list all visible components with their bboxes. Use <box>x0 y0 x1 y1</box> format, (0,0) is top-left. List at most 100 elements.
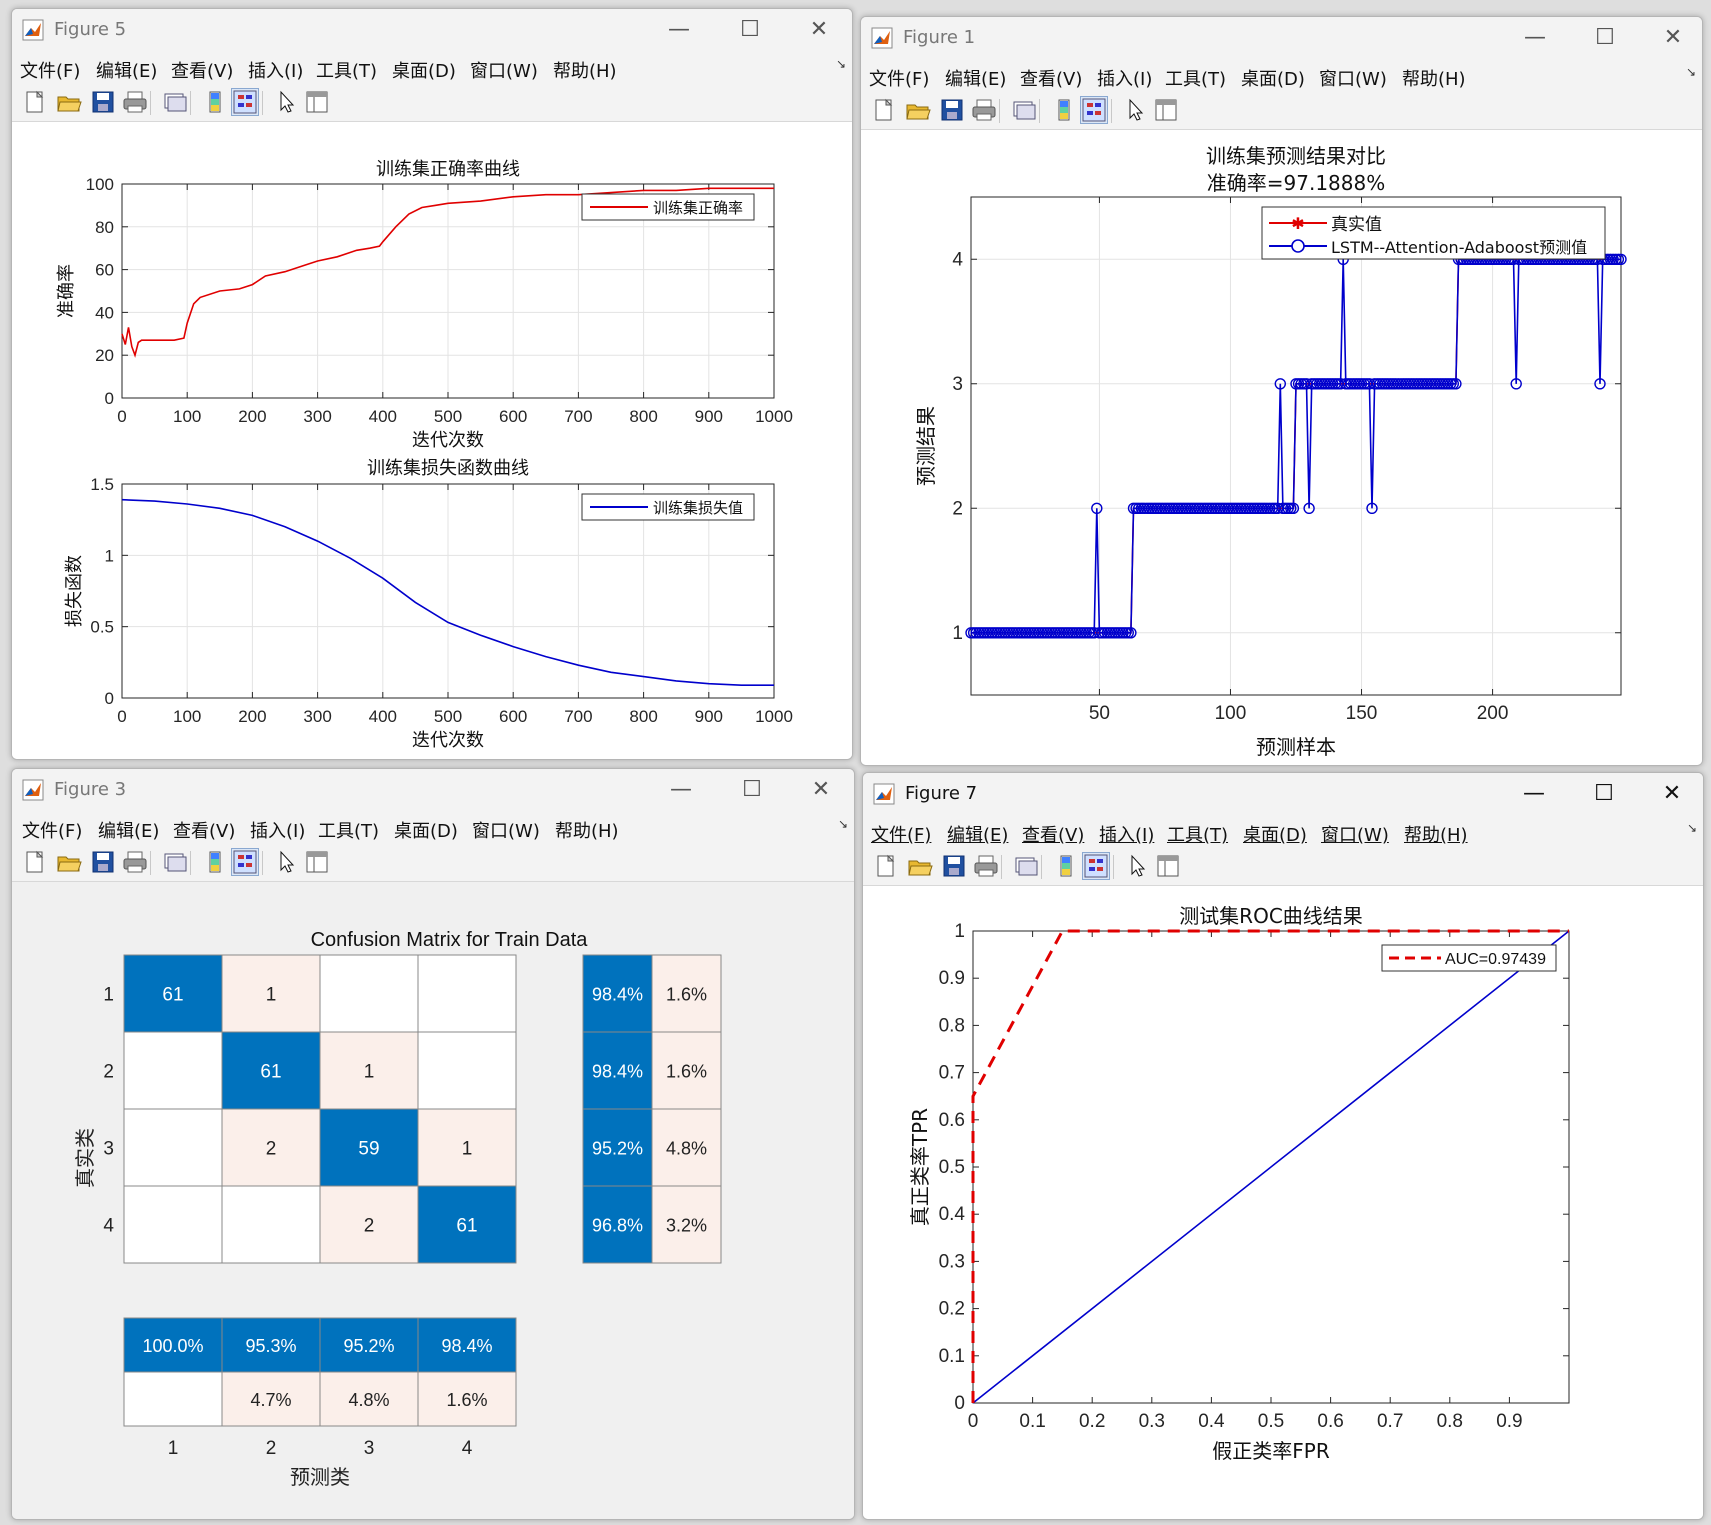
menu-view[interactable]: 查看(V) <box>1022 825 1085 846</box>
row-summary-error: 4.8% <box>666 1139 707 1159</box>
maximize-button[interactable]: ☐ <box>742 777 762 802</box>
legend-icon[interactable] <box>231 88 259 116</box>
menu-insert[interactable]: 插入(I) <box>1099 825 1155 846</box>
link-plot-icon[interactable] <box>162 849 188 875</box>
maximize-button[interactable]: ☐ <box>740 17 760 42</box>
close-button[interactable]: ✕ <box>809 17 829 42</box>
pointer-icon[interactable] <box>274 849 300 875</box>
close-button[interactable]: ✕ <box>1663 25 1683 50</box>
legend-icon[interactable] <box>231 848 259 876</box>
menu-file[interactable]: 文件(F) <box>20 61 81 82</box>
menu-insert[interactable]: 插入(I) <box>250 821 306 842</box>
menu-help[interactable]: 帮助(H) <box>555 821 619 842</box>
title-bar[interactable]: Figure 7 — ☐ ✕ <box>863 773 1703 815</box>
menu-edit[interactable]: 编辑(E) <box>945 69 1007 90</box>
colorbar-icon[interactable] <box>1053 853 1079 879</box>
legend-icon[interactable] <box>1080 96 1108 124</box>
new-file-icon[interactable] <box>22 89 48 115</box>
menu-tools[interactable]: 工具(T) <box>1167 825 1229 846</box>
menu-view[interactable]: 查看(V) <box>173 821 236 842</box>
colorbar-icon[interactable] <box>1051 97 1077 123</box>
open-folder-icon[interactable] <box>56 89 82 115</box>
minimize-button[interactable]: — <box>668 17 690 42</box>
minimize-button[interactable]: — <box>1524 25 1546 50</box>
col-summary-error-cell <box>221 1371 321 1427</box>
menu-window[interactable]: 窗口(W) <box>470 61 538 82</box>
dock-icon[interactable]: ↘ <box>837 817 848 831</box>
maximize-button[interactable]: ☐ <box>1595 25 1615 50</box>
new-file-icon[interactable] <box>873 853 899 879</box>
y-tick-label: 0.7 <box>939 1063 965 1084</box>
menu-view[interactable]: 查看(V) <box>171 61 234 82</box>
maximize-button[interactable]: ☐ <box>1594 781 1614 806</box>
menu-file[interactable]: 文件(F) <box>22 821 83 842</box>
property-editor-icon[interactable] <box>1155 853 1181 879</box>
dock-icon[interactable]: ↘ <box>835 57 846 71</box>
open-folder-icon[interactable] <box>905 97 931 123</box>
print-icon[interactable] <box>122 89 148 115</box>
print-icon[interactable] <box>122 849 148 875</box>
minimize-button[interactable]: — <box>1523 781 1545 806</box>
save-icon[interactable] <box>90 849 116 875</box>
menu-help[interactable]: 帮助(H) <box>1404 825 1468 846</box>
menu-edit[interactable]: 编辑(E) <box>947 825 1009 846</box>
menu-tools[interactable]: 工具(T) <box>316 61 378 82</box>
x-tick-label: 400 <box>369 407 397 426</box>
menu-help[interactable]: 帮助(H) <box>1402 69 1466 90</box>
title-bar[interactable]: Figure 3 — ☐ ✕ <box>12 769 854 811</box>
menu-file[interactable]: 文件(F) <box>869 69 930 90</box>
minimize-button[interactable]: — <box>670 777 692 802</box>
save-icon[interactable] <box>90 89 116 115</box>
link-plot-icon[interactable] <box>1011 97 1037 123</box>
menu-desktop[interactable]: 桌面(D) <box>392 61 456 82</box>
menu-insert[interactable]: 插入(I) <box>248 61 304 82</box>
property-editor-icon[interactable] <box>304 89 330 115</box>
menu-desktop[interactable]: 桌面(D) <box>394 821 458 842</box>
matrix-cell <box>221 954 321 1033</box>
open-folder-icon[interactable] <box>56 849 82 875</box>
dock-icon[interactable]: ↘ <box>1685 65 1696 79</box>
pointer-icon[interactable] <box>1123 97 1149 123</box>
title-bar[interactable]: Figure 1 — ☐ ✕ <box>861 17 1702 59</box>
property-editor-icon[interactable] <box>1153 97 1179 123</box>
menu-desktop[interactable]: 桌面(D) <box>1243 825 1307 846</box>
pointer-icon[interactable] <box>274 89 300 115</box>
colorbar-icon[interactable] <box>202 849 228 875</box>
menu-help[interactable]: 帮助(H) <box>553 61 617 82</box>
menu-window[interactable]: 窗口(W) <box>472 821 540 842</box>
print-icon[interactable] <box>971 97 997 123</box>
title-bar[interactable]: Figure 5 — ☐ ✕ <box>12 9 852 51</box>
menu-edit[interactable]: 编辑(E) <box>96 61 158 82</box>
legend-icon[interactable] <box>1082 852 1110 880</box>
dock-icon[interactable]: ↘ <box>1686 821 1697 835</box>
menu-bar: 文件(F) 编辑(E) 查看(V) 插入(I) 工具(T) 桌面(D) 窗口(W… <box>861 59 1702 91</box>
close-button[interactable]: ✕ <box>1662 781 1682 806</box>
pointer-icon[interactable] <box>1125 853 1151 879</box>
matrix-cell <box>319 1185 419 1264</box>
link-plot-icon[interactable] <box>162 89 188 115</box>
menu-view[interactable]: 查看(V) <box>1020 69 1083 90</box>
x-tick-label: 0.4 <box>1198 1411 1225 1432</box>
property-editor-icon[interactable] <box>304 849 330 875</box>
menu-tools[interactable]: 工具(T) <box>1165 69 1227 90</box>
new-file-icon[interactable] <box>871 97 897 123</box>
y-axis-label: 预测结果 <box>914 406 938 486</box>
y-tick-label: 0.5 <box>939 1157 965 1178</box>
close-button[interactable]: ✕ <box>811 777 831 802</box>
save-icon[interactable] <box>939 97 965 123</box>
menu-file[interactable]: 文件(F) <box>871 825 932 846</box>
menu-window[interactable]: 窗口(W) <box>1319 69 1387 90</box>
row-class-label: 3 <box>103 1139 114 1160</box>
print-icon[interactable] <box>973 853 999 879</box>
open-folder-icon[interactable] <box>907 853 933 879</box>
new-file-icon[interactable] <box>22 849 48 875</box>
menu-insert[interactable]: 插入(I) <box>1097 69 1153 90</box>
menu-tools[interactable]: 工具(T) <box>318 821 380 842</box>
link-plot-icon[interactable] <box>1013 853 1039 879</box>
menu-window[interactable]: 窗口(W) <box>1321 825 1389 846</box>
colorbar-icon[interactable] <box>202 89 228 115</box>
save-icon[interactable] <box>941 853 967 879</box>
menu-edit[interactable]: 编辑(E) <box>98 821 160 842</box>
x-tick-label: 500 <box>434 407 462 426</box>
menu-desktop[interactable]: 桌面(D) <box>1241 69 1305 90</box>
